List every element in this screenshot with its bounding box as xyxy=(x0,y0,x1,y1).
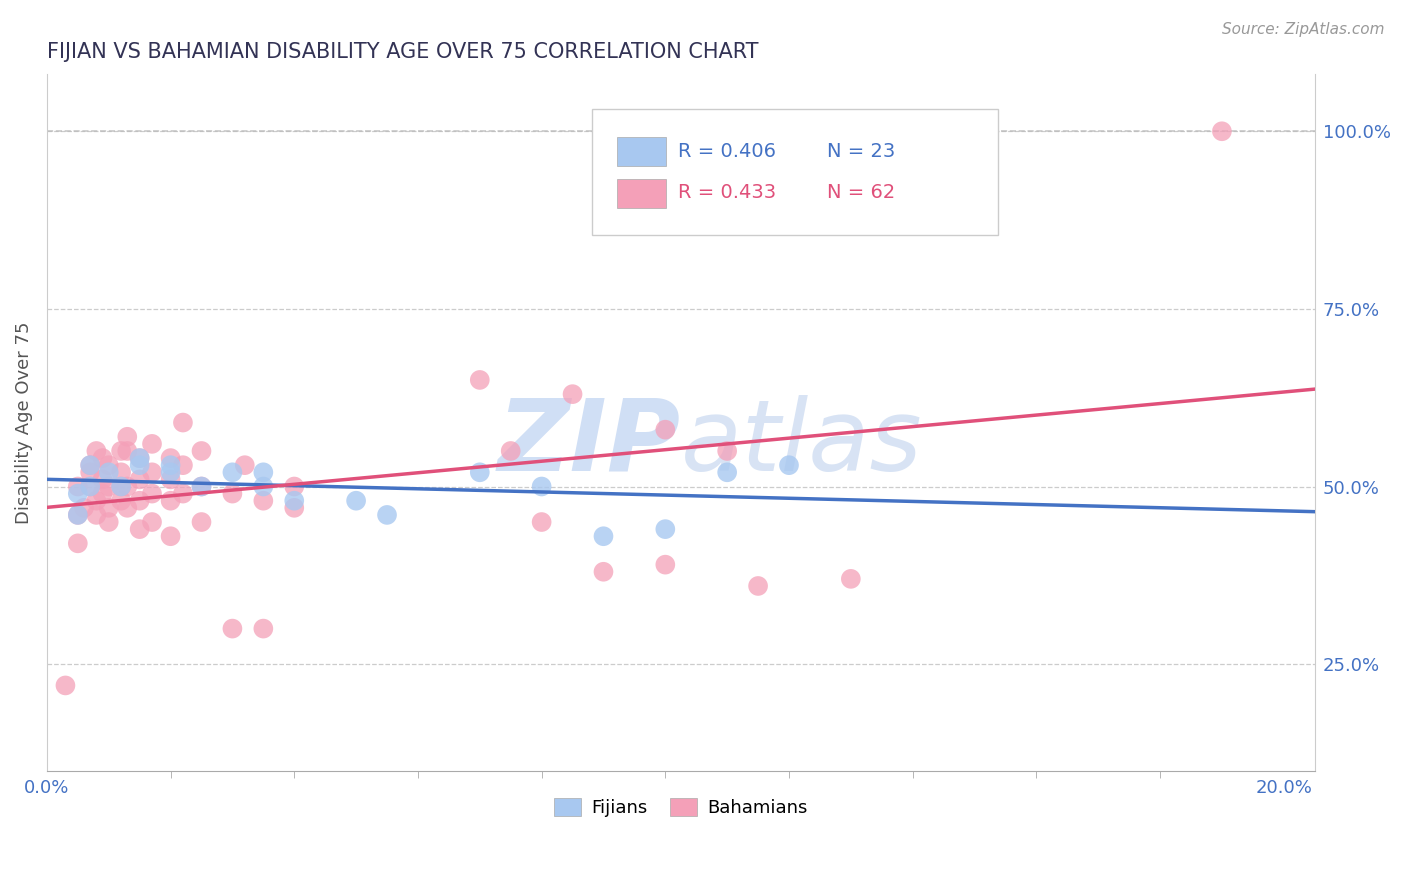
Point xyxy=(110,493,132,508)
Point xyxy=(86,508,108,522)
Point xyxy=(716,444,738,458)
Point xyxy=(159,529,181,543)
Point xyxy=(79,458,101,473)
Point xyxy=(468,465,491,479)
Point xyxy=(530,515,553,529)
Point xyxy=(561,387,583,401)
FancyBboxPatch shape xyxy=(592,109,998,235)
Point xyxy=(91,451,114,466)
Point xyxy=(110,465,132,479)
Point xyxy=(128,458,150,473)
Point xyxy=(117,430,139,444)
Point xyxy=(128,522,150,536)
Point xyxy=(128,451,150,466)
Point xyxy=(110,479,132,493)
Point xyxy=(86,493,108,508)
Point xyxy=(159,493,181,508)
Point xyxy=(141,486,163,500)
Point xyxy=(654,522,676,536)
Point xyxy=(128,451,150,466)
Point xyxy=(97,479,120,493)
Point xyxy=(79,458,101,473)
FancyBboxPatch shape xyxy=(617,179,665,208)
Point xyxy=(79,465,101,479)
Point xyxy=(159,451,181,466)
Point xyxy=(73,500,96,515)
Point xyxy=(190,479,212,493)
Point xyxy=(128,493,150,508)
Text: N = 23: N = 23 xyxy=(827,142,894,161)
Point xyxy=(592,565,614,579)
Point xyxy=(91,472,114,486)
Point xyxy=(252,465,274,479)
Point xyxy=(117,479,139,493)
Point xyxy=(221,622,243,636)
Point xyxy=(97,458,120,473)
Point xyxy=(252,479,274,493)
Point xyxy=(221,465,243,479)
Point xyxy=(252,493,274,508)
Point xyxy=(221,486,243,500)
Point xyxy=(55,678,77,692)
Point xyxy=(141,437,163,451)
Point xyxy=(141,465,163,479)
Point xyxy=(283,500,305,515)
Point xyxy=(190,515,212,529)
Point xyxy=(190,444,212,458)
Point xyxy=(592,529,614,543)
Text: FIJIAN VS BAHAMIAN DISABILITY AGE OVER 75 CORRELATION CHART: FIJIAN VS BAHAMIAN DISABILITY AGE OVER 7… xyxy=(46,42,758,62)
Point xyxy=(499,444,522,458)
Point xyxy=(283,479,305,493)
Point xyxy=(66,479,89,493)
Point xyxy=(79,479,101,493)
Point xyxy=(468,373,491,387)
Legend: Fijians, Bahamians: Fijians, Bahamians xyxy=(547,791,815,824)
Text: Source: ZipAtlas.com: Source: ZipAtlas.com xyxy=(1222,22,1385,37)
Point xyxy=(159,472,181,486)
Point xyxy=(778,458,800,473)
Text: R = 0.433: R = 0.433 xyxy=(678,183,776,202)
Point xyxy=(91,486,114,500)
Point xyxy=(172,416,194,430)
Point xyxy=(530,479,553,493)
Point xyxy=(654,558,676,572)
Text: N = 62: N = 62 xyxy=(827,183,894,202)
Text: ZIP: ZIP xyxy=(498,395,681,492)
Point xyxy=(172,486,194,500)
Point xyxy=(117,500,139,515)
Point xyxy=(233,458,256,473)
Text: atlas: atlas xyxy=(681,395,922,492)
Point xyxy=(110,444,132,458)
Point xyxy=(110,479,132,493)
Point xyxy=(252,622,274,636)
Point xyxy=(97,515,120,529)
Point xyxy=(66,508,89,522)
Point xyxy=(159,465,181,479)
Point xyxy=(66,486,89,500)
Point xyxy=(117,444,139,458)
Point xyxy=(66,536,89,550)
Point xyxy=(747,579,769,593)
Point xyxy=(283,493,305,508)
Point xyxy=(654,423,676,437)
Point xyxy=(375,508,398,522)
FancyBboxPatch shape xyxy=(617,137,665,166)
Point xyxy=(159,458,181,473)
Point xyxy=(128,472,150,486)
Point xyxy=(344,493,367,508)
Point xyxy=(97,465,120,479)
Point xyxy=(172,458,194,473)
Point xyxy=(190,479,212,493)
Y-axis label: Disability Age Over 75: Disability Age Over 75 xyxy=(15,321,32,524)
Point xyxy=(97,500,120,515)
Point xyxy=(86,444,108,458)
Point xyxy=(839,572,862,586)
Text: R = 0.406: R = 0.406 xyxy=(678,142,776,161)
Point xyxy=(66,508,89,522)
Point xyxy=(1211,124,1233,138)
Point xyxy=(141,515,163,529)
Point xyxy=(716,465,738,479)
Point xyxy=(79,479,101,493)
